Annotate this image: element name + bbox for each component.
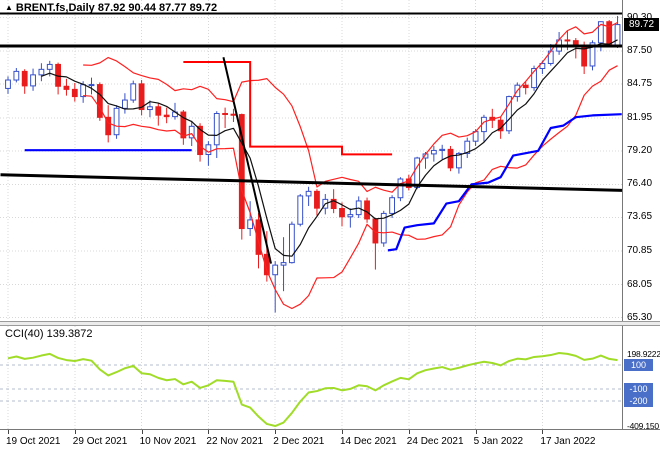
- cci-name-label: CCI(40): [5, 328, 44, 340]
- price-scale-label: 87.50: [627, 45, 653, 57]
- price-scale-label: 90.30: [627, 12, 652, 24]
- time-axis-label: 14 Dec 2021: [340, 436, 397, 447]
- time-axis-tick: [8, 430, 9, 434]
- price-chart-canvas[interactable]: [0, 0, 622, 322]
- cci-scale-max-label: 198.9222: [627, 349, 660, 360]
- symbol-icon: ▲: [5, 3, 13, 12]
- price-scale-label: 73.65: [627, 211, 653, 223]
- cci-value-label: 139.3872: [46, 328, 93, 340]
- price-scale-label: 70.85: [627, 244, 653, 256]
- price-scale-label: 76.40: [627, 178, 653, 190]
- chart-ohlc-values: 87.92 90.44 87.77 89.72: [97, 2, 218, 14]
- pane-divider[interactable]: [0, 321, 660, 326]
- time-axis-tick: [208, 430, 210, 434]
- price-scale-label: 84.75: [627, 78, 653, 90]
- time-axis-tick: [141, 430, 143, 434]
- cci-level-badge: -200: [624, 394, 653, 407]
- chart-title: ▲ BRENT.fs,Daily 87.92 90.44 87.77 89.72: [5, 2, 217, 14]
- time-axis-tick: [342, 430, 343, 434]
- cci-chart-canvas[interactable]: [0, 326, 622, 429]
- cci-level-badge: -100: [624, 382, 653, 395]
- time-axis-label: 5 Jan 2022: [473, 436, 524, 447]
- time-axis-label: 17 Jan 2022: [540, 436, 596, 447]
- price-scale-label: 68.05: [627, 278, 653, 290]
- time-axis-label: 22 Nov 2021: [206, 436, 264, 447]
- price-axis[interactable]: 89.72 90.30 87.50 84.75 81.95 79.20 76.40 73.6…: [622, 0, 660, 432]
- time-axis-tick: [275, 430, 277, 434]
- time-axis-tick: [408, 430, 410, 434]
- price-scale-label: 65.30: [627, 311, 653, 323]
- price-scale-label: 81.95: [627, 111, 653, 123]
- price-scale-label: 79.20: [627, 144, 653, 156]
- cci-header: CCI(40) 139.3872: [5, 328, 92, 340]
- cci-scale-min-label: -409.150: [627, 421, 659, 432]
- chart-symbol-label: BRENT.fs,Daily: [15, 2, 95, 14]
- time-axis-label: 24 Dec 2021: [406, 436, 464, 447]
- time-axis-label: 29 Oct 2021: [72, 436, 128, 447]
- time-axis-label: 19 Oct 2021: [6, 436, 61, 447]
- time-axis[interactable]: 19 Oct 2021 29 Oct 2021 10 Nov 2021 22 Nov …: [0, 429, 660, 450]
- time-axis-tick: [74, 430, 76, 434]
- time-axis-tick: [542, 430, 544, 434]
- time-axis-tick: [475, 430, 477, 434]
- time-axis-label: 10 Nov 2021: [139, 436, 197, 447]
- current-price-badge: 89.72: [624, 17, 659, 31]
- time-axis-label: 2 Dec 2021: [273, 436, 325, 447]
- cci-level-badge: 100: [624, 358, 653, 371]
